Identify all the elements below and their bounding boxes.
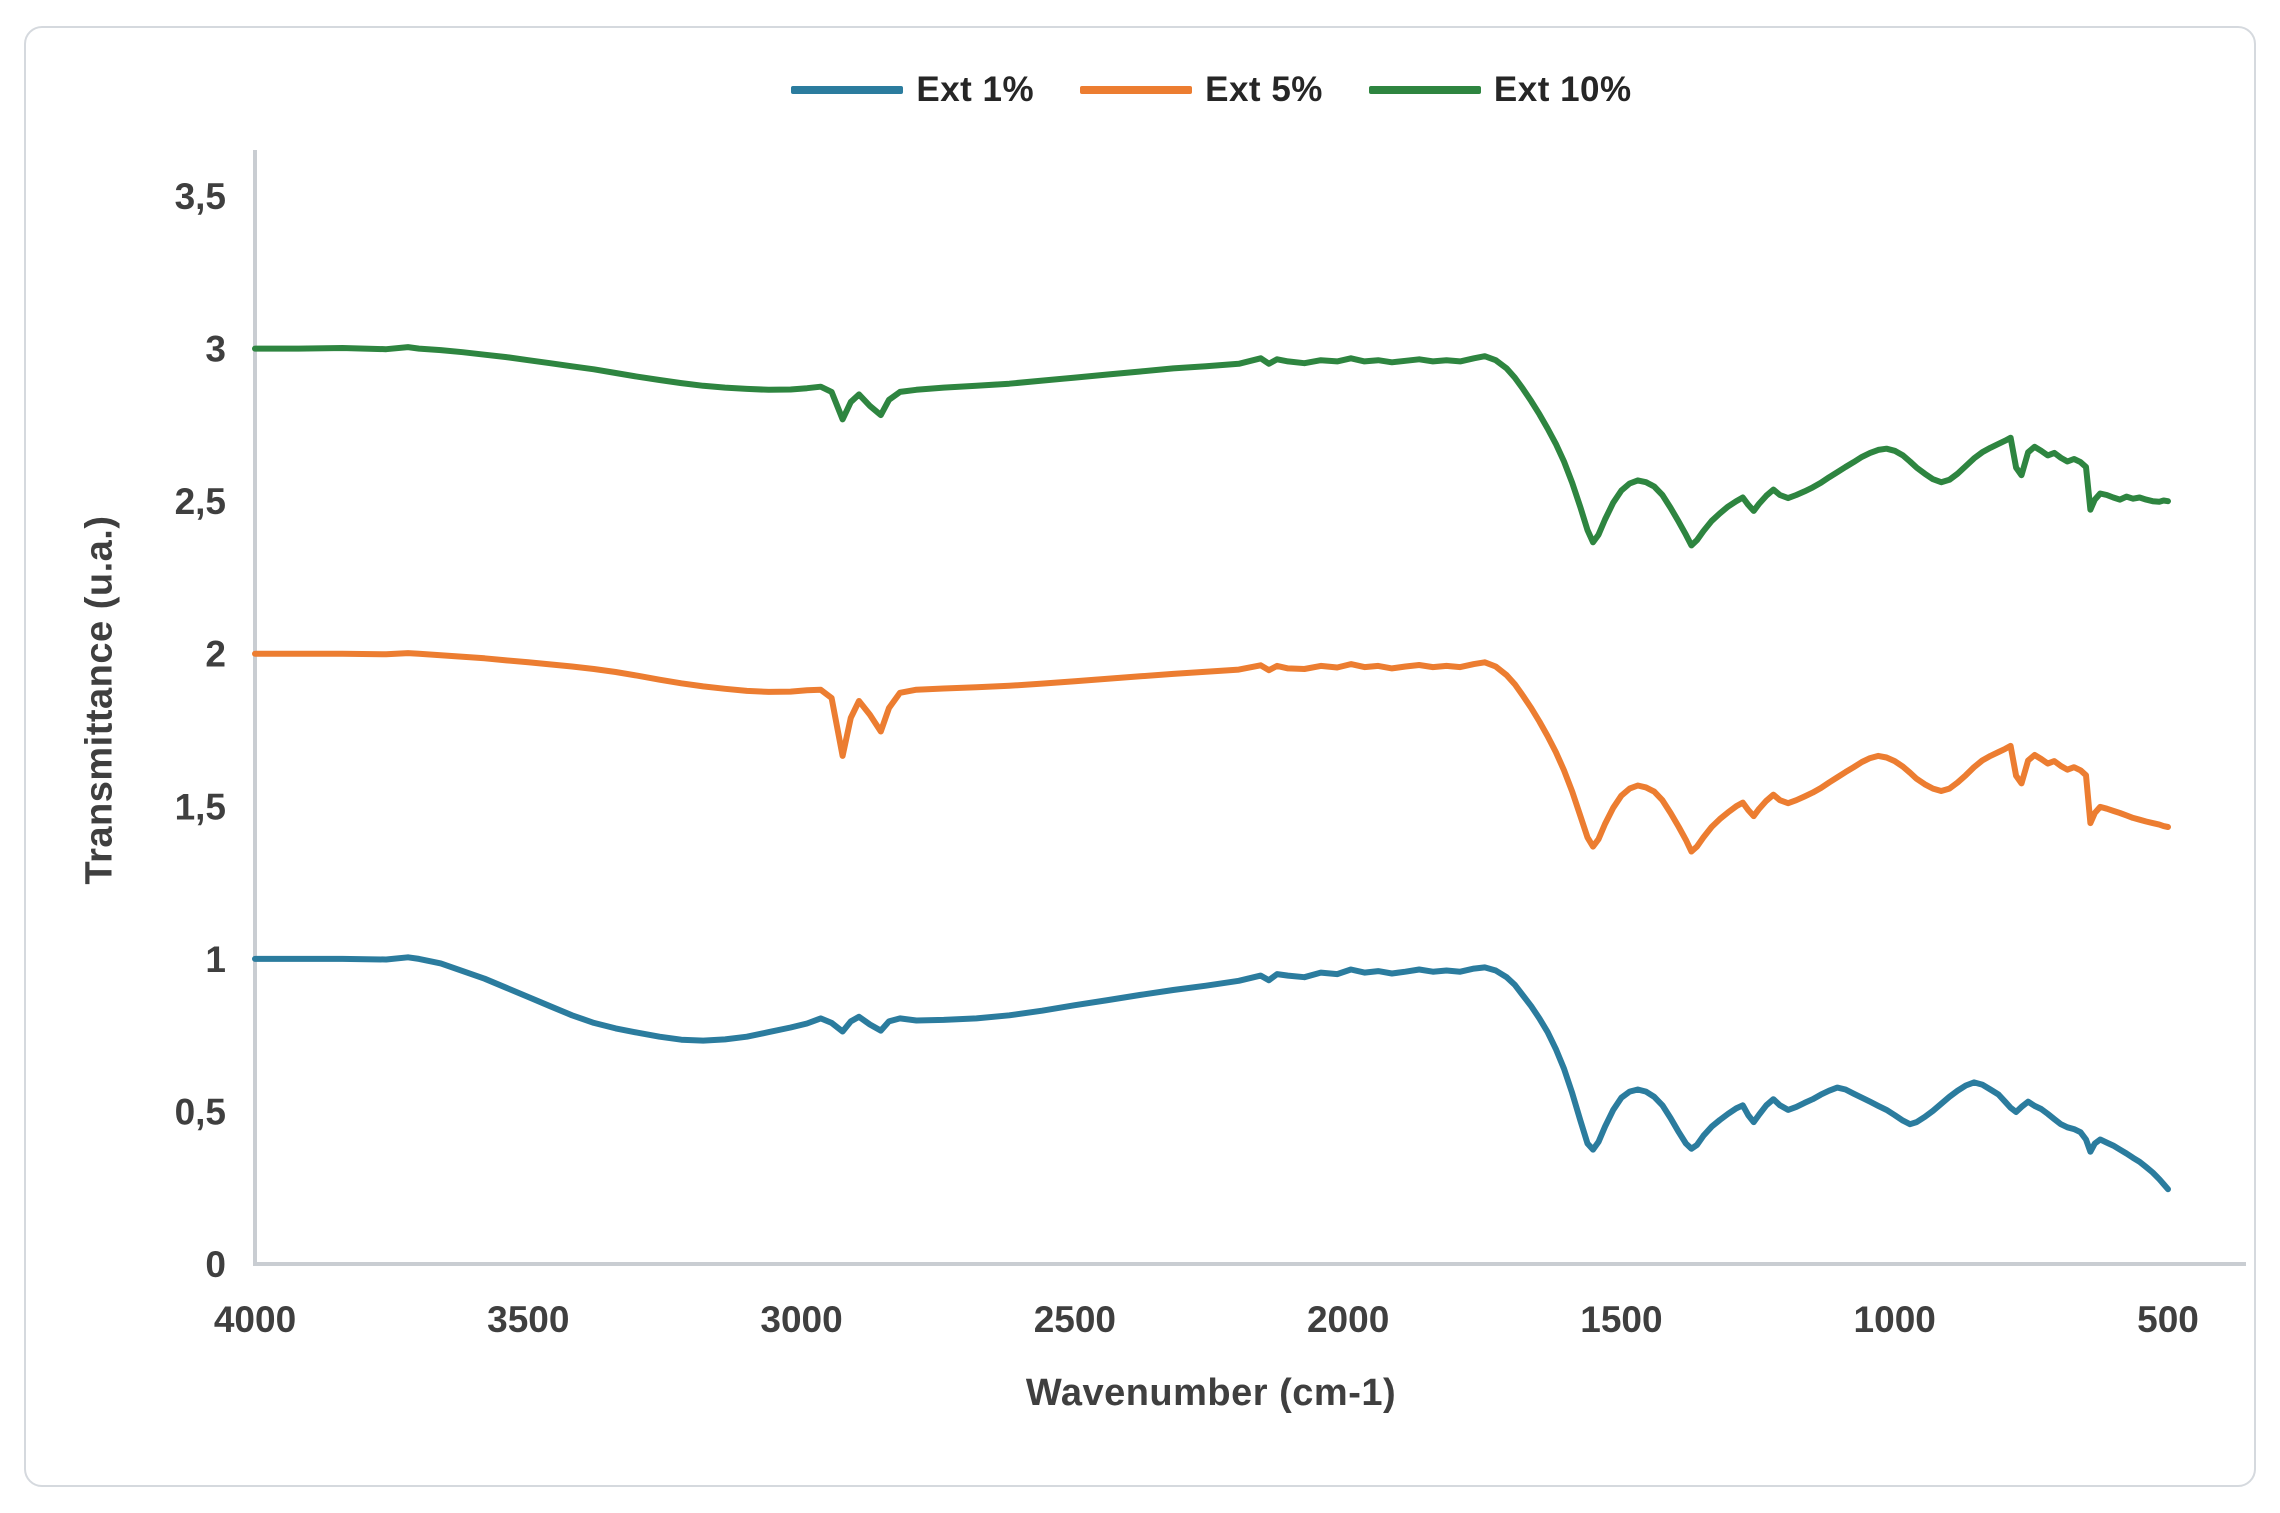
y-tick-label: 0,5 — [175, 1091, 226, 1132]
legend-item-ext-1: Ext 1% — [791, 70, 1034, 110]
legend-swatch-ext-5 — [1080, 86, 1193, 94]
y-tick-label: 3 — [205, 329, 226, 370]
y-axis-title: Transmittance (u.a.) — [78, 515, 121, 885]
x-tick-label: 3500 — [487, 1299, 569, 1340]
x-tick-label: 500 — [2137, 1299, 2199, 1340]
legend-swatch-ext-10 — [1368, 86, 1481, 94]
x-axis-title: Wavenumber (cm-1) — [1025, 1372, 1397, 1414]
legend-swatch-ext-1 — [791, 86, 904, 94]
y-tick-label: 1,5 — [175, 786, 226, 827]
series-line-ext-10- — [252, 344, 2171, 549]
legend-label-ext-1: Ext 1% — [916, 70, 1035, 109]
y-tick-label: 2 — [205, 634, 226, 675]
y-tick-label: 3,5 — [175, 176, 226, 217]
y-tick-label: 2,5 — [175, 481, 226, 522]
x-tick-label: 1500 — [1580, 1299, 1662, 1340]
series-line-ext-5- — [252, 650, 2171, 855]
legend-label-ext-10: Ext 10% — [1493, 70, 1632, 109]
x-tick-label: 1000 — [1854, 1299, 1936, 1340]
x-tick-label: 2000 — [1307, 1299, 1389, 1340]
x-tick-label: 4000 — [214, 1299, 296, 1340]
series-line-ext-1- — [252, 954, 2171, 1193]
x-tick-label: 3000 — [760, 1299, 842, 1340]
x-tick-label: 2500 — [1034, 1299, 1116, 1340]
legend: Ext 1% Ext 5% Ext 10% — [255, 70, 2168, 110]
y-tick-label: 1 — [205, 939, 226, 980]
legend-label-ext-5: Ext 5% — [1205, 70, 1323, 109]
y-tick-label: 0 — [205, 1244, 226, 1285]
legend-item-ext-10: Ext 10% — [1368, 70, 1632, 110]
legend-item-ext-5: Ext 5% — [1080, 70, 1323, 110]
